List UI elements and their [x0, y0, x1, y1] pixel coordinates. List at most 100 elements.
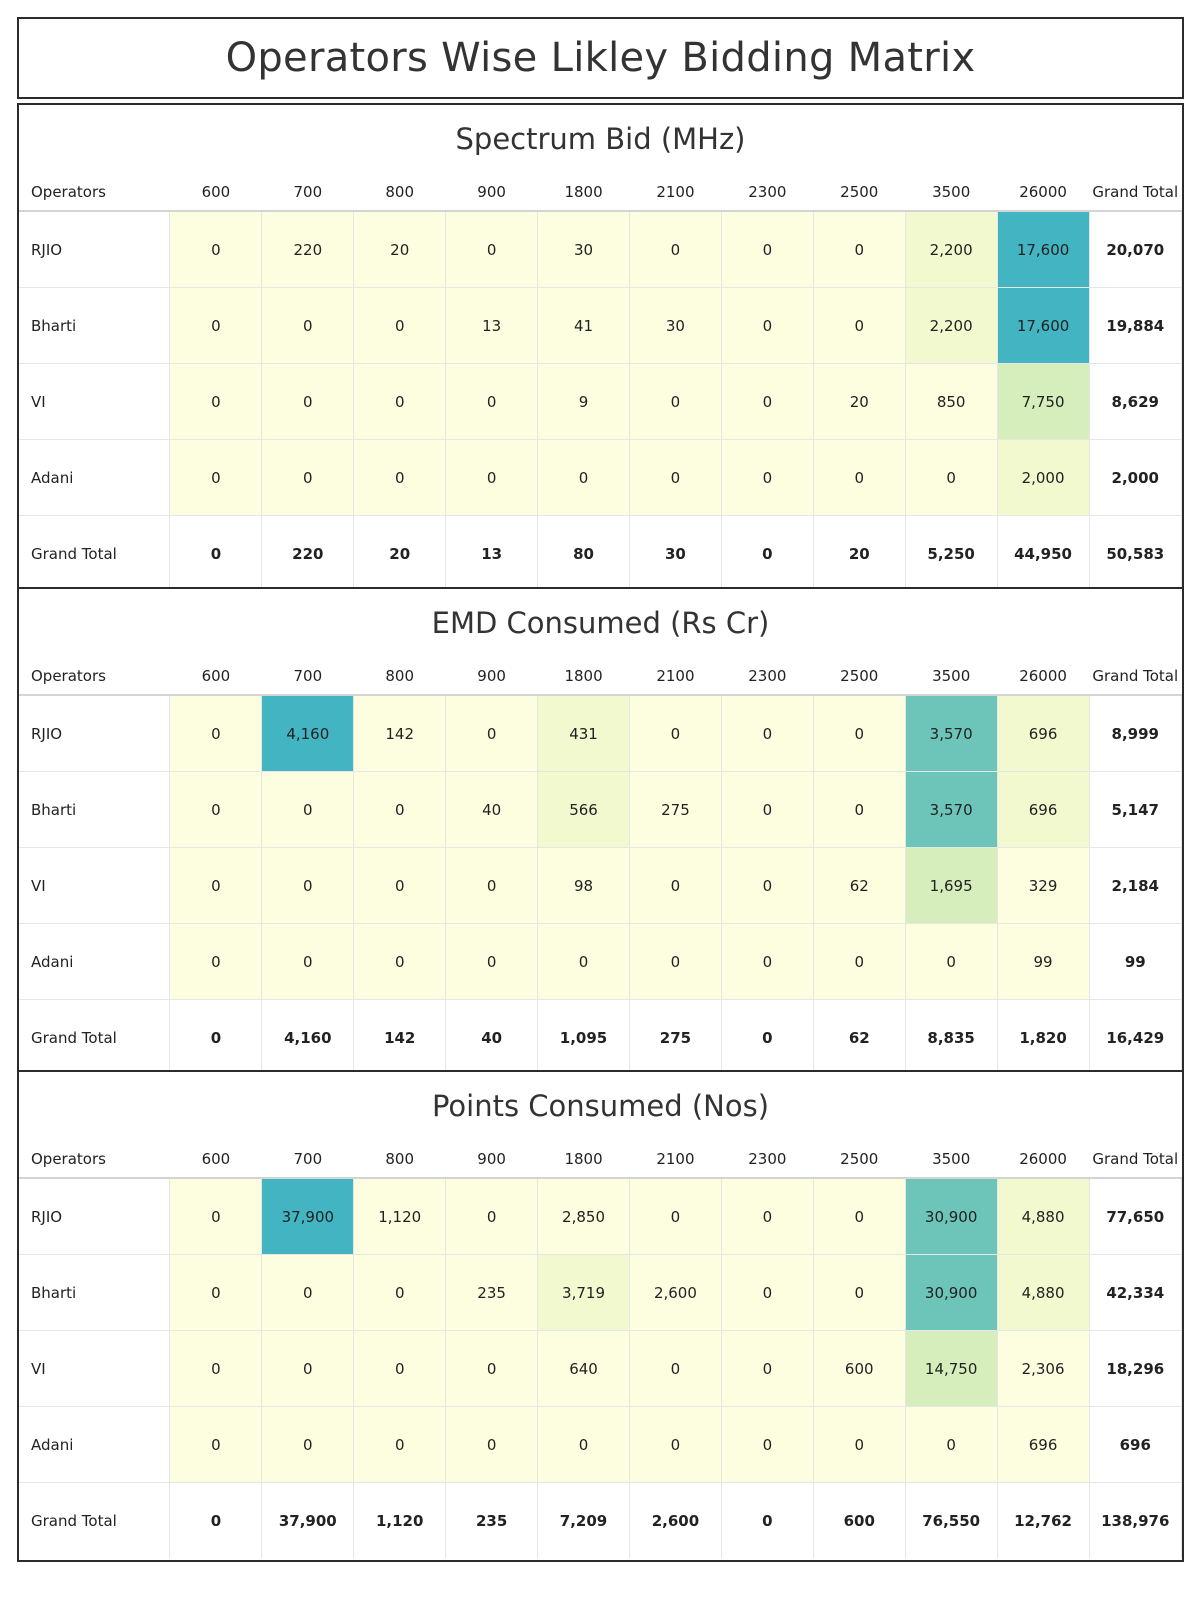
table-row: Adani 0 0 0 0 0 0 0 0 0 2,000 2,000	[19, 439, 1183, 516]
column-total-cell: 5,250	[904, 515, 998, 591]
heatmap-cell: 142	[353, 694, 447, 772]
heatmap-cell: 0	[169, 771, 263, 848]
column-total-cell: 20	[812, 515, 906, 591]
heatmap-cell: 0	[261, 439, 355, 516]
column-header-band: 3500	[905, 1140, 998, 1179]
heatmap-cell: 0	[904, 1406, 998, 1483]
heatmap-cell: 0	[261, 363, 355, 440]
row-total-cell: 99	[1088, 923, 1183, 1000]
row-total-cell: 2,000	[1088, 439, 1183, 516]
column-header-operators: Operators	[19, 1140, 170, 1179]
heatmap-cell: 17,600	[996, 287, 1090, 364]
column-total-cell: 235	[445, 1482, 539, 1558]
heatmap-cell: 0	[353, 847, 447, 924]
heatmap-cell: 0	[445, 210, 539, 288]
heatmap-cell: 0	[169, 287, 263, 364]
heatmap-cell: 696	[996, 694, 1090, 772]
heatmap-cell: 0	[628, 923, 722, 1000]
heatmap-cell: 0	[261, 1406, 355, 1483]
heatmap-cell: 0	[353, 363, 447, 440]
column-total-cell: 275	[628, 999, 722, 1075]
column-header-band: 1800	[537, 1140, 630, 1179]
heatmap-cell: 0	[720, 1254, 814, 1331]
heatmap-cell: 600	[812, 1330, 906, 1407]
heatmap-cell: 0	[169, 1330, 263, 1407]
heatmap-cell: 0	[720, 210, 814, 288]
heatmap-table: Operators 600 700 800 900 1800 2100 2300 2500 350…	[19, 1140, 1183, 1558]
column-total-cell: 0	[720, 999, 814, 1075]
heatmap-cell: 566	[537, 771, 630, 848]
row-label: VI	[19, 847, 171, 924]
heatmap-cell: 0	[261, 1330, 355, 1407]
column-total-cell: 142	[353, 999, 447, 1075]
heatmap-cell: 17,600	[996, 210, 1090, 288]
heatmap-cell: 0	[353, 771, 447, 848]
column-total-cell: 1,820	[996, 999, 1090, 1075]
column-total-cell: 12,762	[996, 1482, 1090, 1558]
heatmap-cell: 850	[904, 363, 998, 440]
heatmap-cell: 30	[628, 287, 722, 364]
heatmap-cell: 0	[720, 1406, 814, 1483]
heatmap-cell: 431	[537, 694, 630, 772]
heatmap-cell: 0	[445, 694, 539, 772]
table-row: Adani 0 0 0 0 0 0 0 0 0 99 99	[19, 923, 1183, 1000]
column-total-cell: 0	[169, 999, 263, 1075]
heatmap-cell: 0	[720, 1330, 814, 1407]
heatmap-cell: 62	[812, 847, 906, 924]
heatmap-cell: 0	[812, 439, 906, 516]
heatmap-cell: 0	[537, 1406, 630, 1483]
heatmap-cell: 0	[445, 1177, 539, 1255]
column-header-band: 600	[169, 1140, 262, 1179]
heatmap-cell: 0	[904, 439, 998, 516]
heatmap-cell: 0	[904, 923, 998, 1000]
heatmap-cell: 0	[628, 439, 722, 516]
column-total-cell: 220	[261, 515, 355, 591]
column-header-grand-total: Grand Total	[1089, 1140, 1182, 1179]
heatmap-cell: 0	[353, 1406, 447, 1483]
row-label: Adani	[19, 1406, 171, 1483]
heatmap-cell: 0	[812, 210, 906, 288]
table-row: Bharti 0 0 0 235 3,719 2,600 0 0 30,900 4,880 42,33…	[19, 1254, 1183, 1331]
table-row: RJIO 0 220 20 0 30 0 0 0 2,200 17,600 20,070	[19, 210, 1183, 288]
column-header-band: 1800	[537, 657, 630, 696]
column-total-cell: 1,095	[537, 999, 630, 1075]
heatmap-cell: 0	[169, 1254, 263, 1331]
column-total-cell: 76,550	[904, 1482, 998, 1558]
row-label: RJIO	[19, 210, 171, 288]
row-total-cell: 50,583	[1088, 515, 1183, 591]
heatmap-cell: 0	[628, 847, 722, 924]
column-header-band: 3500	[905, 657, 998, 696]
heatmap-cell: 0	[720, 694, 814, 772]
column-header-band: 1800	[537, 173, 630, 212]
column-total-cell: 37,900	[261, 1482, 355, 1558]
grand-total-row: Grand Total 0 37,900 1,120 235 7,209 2,600 0 600…	[19, 1482, 1183, 1558]
heatmap-cell: 3,570	[904, 771, 998, 848]
heatmap-table: Operators 600 700 800 900 1800 2100 2300 2500 350…	[19, 173, 1183, 591]
column-total-cell: 62	[812, 999, 906, 1075]
column-header-band: 800	[353, 1140, 446, 1179]
row-total-cell: 5,147	[1088, 771, 1183, 848]
heatmap-cell: 0	[628, 1177, 722, 1255]
column-total-cell: 0	[169, 1482, 263, 1558]
row-label: Bharti	[19, 771, 171, 848]
column-total-cell: 600	[812, 1482, 906, 1558]
column-header-band: 2100	[629, 657, 722, 696]
column-header-band: 3500	[905, 173, 998, 212]
heatmap-cell: 0	[812, 1177, 906, 1255]
column-total-cell: 0	[720, 515, 814, 591]
heatmap-cell: 0	[720, 771, 814, 848]
column-total-cell: 20	[353, 515, 447, 591]
row-label: Bharti	[19, 1254, 171, 1331]
heatmap-cell: 0	[445, 1406, 539, 1483]
heatmap-cell: 41	[537, 287, 630, 364]
heatmap-cell: 0	[812, 1254, 906, 1331]
heatmap-cell: 0	[261, 287, 355, 364]
heatmap-cell: 0	[720, 363, 814, 440]
heatmap-cell: 0	[628, 363, 722, 440]
row-total-cell: 42,334	[1088, 1254, 1183, 1331]
column-total-cell: 4,160	[261, 999, 355, 1075]
heatmap-cell: 0	[261, 1254, 355, 1331]
heatmap-cell: 30,900	[904, 1254, 998, 1331]
heatmap-cell: 0	[445, 923, 539, 1000]
heatmap-cell: 4,160	[261, 694, 355, 772]
